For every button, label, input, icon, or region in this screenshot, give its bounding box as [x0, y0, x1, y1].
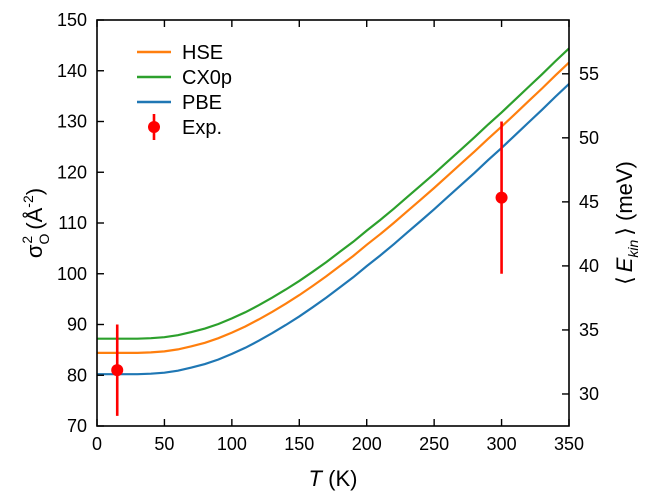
- y2-tick-label: 45: [579, 192, 599, 212]
- y-axis-left: 70 80 90 100 110 120 130 140 150: [57, 10, 104, 436]
- legend-label-hse: HSE: [182, 42, 223, 64]
- y-axis-symbol: σ: [22, 244, 47, 258]
- exp-point: [111, 364, 124, 377]
- y-axis-unit-exponent: -2: [20, 195, 36, 208]
- series-line-pbe: [97, 83, 570, 376]
- y-tick-label: 110: [58, 213, 87, 233]
- y-axis-unit: (Å: [22, 207, 47, 235]
- y-axis-superscript: 2: [19, 236, 35, 244]
- x-axis-unit: (K): [322, 466, 357, 491]
- x-tick-label: 300: [487, 434, 517, 454]
- x-tick-label: 50: [154, 434, 174, 454]
- experiment-points: [111, 121, 508, 416]
- x-axis-variable: T: [309, 466, 324, 491]
- x-axis: 0 50 100 150 200 250 300 350: [92, 20, 584, 454]
- legend-label-pbe: PBE: [182, 92, 222, 114]
- plot-frame: [96, 19, 570, 427]
- x-tick-label: 350: [554, 434, 584, 454]
- x-axis-title: T (K): [309, 466, 358, 491]
- exp-point: [495, 191, 508, 204]
- y2-tick-label: 35: [579, 320, 599, 340]
- x-tick-label: 200: [352, 434, 382, 454]
- x-tick-label: 150: [284, 434, 314, 454]
- y2-axis-variable: E: [612, 257, 637, 272]
- plot-area: [97, 47, 570, 376]
- y-tick-label: 120: [57, 162, 87, 182]
- y-axis-right: 30 35 40 45 50 55: [562, 64, 599, 404]
- x-tick-label: 100: [217, 434, 247, 454]
- y2-axis-bracket-left: ⟨: [612, 276, 637, 285]
- y-tick-label: 70: [67, 416, 87, 436]
- legend-label-exp: Exp.: [182, 117, 222, 139]
- legend-label-cx0p: CX0p: [182, 67, 232, 89]
- y-tick-label: 150: [57, 10, 87, 30]
- legend-swatch-exp-point: [148, 121, 160, 133]
- y-axis-unit-close: ): [22, 188, 47, 195]
- y2-axis-bracket-right: ⟩ (meV): [612, 161, 637, 236]
- y-axis-title: σO2 (Å-2): [19, 188, 52, 258]
- y-tick-label: 100: [57, 264, 87, 284]
- y-tick-label: 130: [57, 112, 87, 132]
- series-line-hse: [97, 61, 570, 354]
- y2-tick-label: 50: [579, 128, 599, 148]
- y-axis-subscript: O: [36, 234, 52, 245]
- y-tick-label: 90: [67, 315, 87, 335]
- series-line-cx0p: [97, 47, 570, 340]
- y2-axis-subscript: kin: [625, 239, 641, 257]
- y2-tick-label: 55: [579, 64, 599, 84]
- x-tick-label: 250: [419, 434, 449, 454]
- y2-axis-title: ⟨ Ekin ⟩ (meV): [612, 161, 641, 285]
- y-tick-label: 140: [57, 61, 87, 81]
- y2-tick-label: 30: [579, 384, 599, 404]
- y-tick-label: 80: [67, 365, 87, 385]
- y2-tick-label: 40: [579, 256, 599, 276]
- x-tick-label: 0: [92, 434, 102, 454]
- legend: HSE CX0p PBE Exp.: [137, 42, 232, 140]
